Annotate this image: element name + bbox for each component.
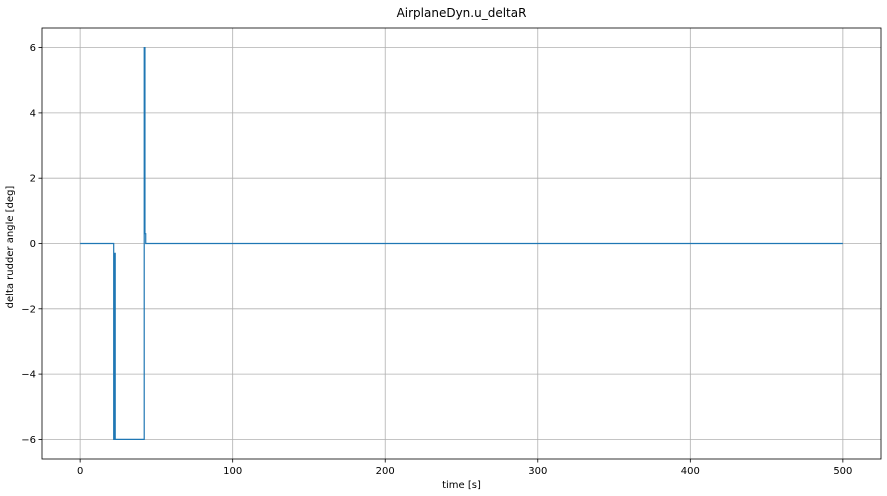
series-line-delta-rudder (80, 46, 843, 441)
y-tick-label: −2 (21, 304, 36, 315)
x-tick-label: 100 (223, 466, 242, 477)
x-tick-label: 0 (77, 466, 83, 477)
y-tick-label: 2 (30, 174, 36, 185)
x-tick-label: 400 (681, 466, 700, 477)
chart-title: AirplaneDyn.u_deltaR (397, 6, 527, 20)
y-tick-label: 0 (30, 239, 36, 250)
x-axis-ticks: 0 100 200 300 400 500 (77, 459, 852, 477)
x-tick-label: 500 (833, 466, 852, 477)
x-tick-label: 300 (528, 466, 547, 477)
x-axis-label: time [s] (442, 480, 481, 491)
y-axis-label: delta rudder angle [deg] (5, 186, 16, 309)
series-layer (80, 46, 843, 441)
y-axis-ticks: −6 −4 −2 0 2 4 6 (21, 43, 42, 446)
y-tick-label: −4 (21, 370, 36, 381)
x-tick-label: 200 (376, 466, 395, 477)
y-tick-label: −6 (21, 435, 36, 446)
y-tick-label: 4 (30, 108, 36, 119)
y-tick-label: 6 (30, 43, 36, 54)
